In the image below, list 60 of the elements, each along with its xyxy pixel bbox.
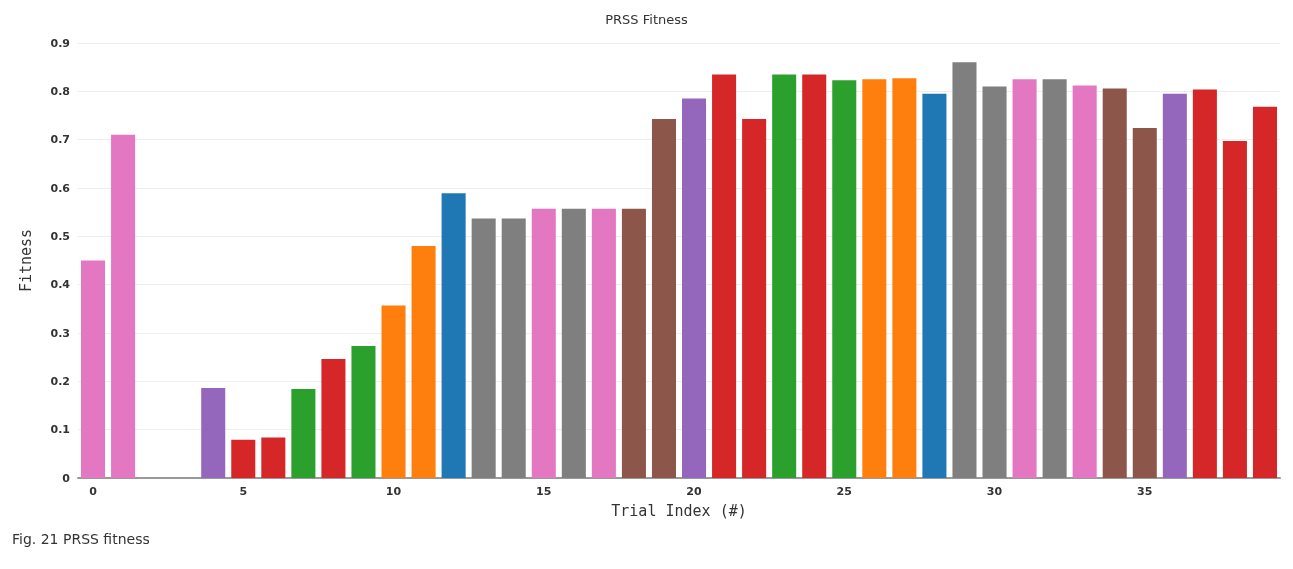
bar [982, 86, 1007, 478]
bar [712, 74, 737, 478]
bar [1192, 89, 1217, 478]
bar [1222, 141, 1247, 478]
x-tick-label: 35 [1137, 485, 1153, 498]
x-tick-label: 5 [239, 485, 248, 498]
y-tick-label: 0.1 [50, 423, 70, 437]
bar [1012, 79, 1037, 478]
bar [411, 246, 436, 478]
chart-title: PRSS Fitness [605, 12, 688, 27]
bar [81, 260, 106, 478]
bar [351, 346, 376, 478]
bar [291, 389, 316, 478]
bar [471, 218, 496, 478]
bar [231, 439, 256, 478]
bar [742, 118, 767, 478]
caption: Fig. 21 PRSS fitness [11, 531, 151, 547]
bar [111, 134, 136, 478]
bar [621, 208, 646, 478]
x-axis-title: Trial Index (#) [611, 501, 747, 520]
y-tick-label: 0.6 [50, 181, 71, 195]
bar [922, 93, 947, 478]
y-axis-title: Fitness [16, 228, 35, 293]
bar [321, 359, 346, 478]
y-tick-label: 0.3 [50, 326, 70, 340]
y-tick-label: 0.9 [50, 36, 70, 50]
x-tick-label: 0 [89, 485, 98, 498]
x-tick-label: 25 [836, 485, 852, 498]
bar [1132, 128, 1157, 478]
bar [1072, 85, 1097, 478]
x-tick-label: 10 [385, 485, 402, 498]
y-tick-label: 0.8 [50, 84, 70, 98]
bar [531, 208, 556, 478]
bar [772, 74, 797, 478]
bar [1162, 93, 1187, 478]
bar [651, 118, 676, 478]
x-tick-label: 30 [986, 485, 1003, 498]
bar [381, 305, 406, 478]
bar [261, 437, 286, 478]
y-tick-label: 0.7 [50, 133, 70, 147]
y-tick-label: 0.4 [50, 278, 71, 292]
bar [802, 74, 827, 478]
bar [201, 388, 226, 478]
bar [1252, 106, 1277, 478]
bar [441, 193, 466, 478]
y-tick-label: 0.5 [50, 229, 70, 243]
bar [561, 208, 586, 478]
bar [892, 78, 917, 478]
bar [682, 98, 707, 478]
x-tick-label: 20 [686, 485, 703, 498]
bar [501, 218, 526, 478]
bar [952, 62, 977, 478]
y-tick-label: 0.2 [50, 374, 70, 388]
bar [591, 208, 616, 478]
bar [832, 80, 857, 478]
bar [1042, 79, 1067, 478]
x-tick-label: 15 [536, 485, 552, 498]
y-tick-label: 0 [62, 471, 71, 485]
bar [862, 79, 887, 478]
bar [1102, 88, 1127, 478]
